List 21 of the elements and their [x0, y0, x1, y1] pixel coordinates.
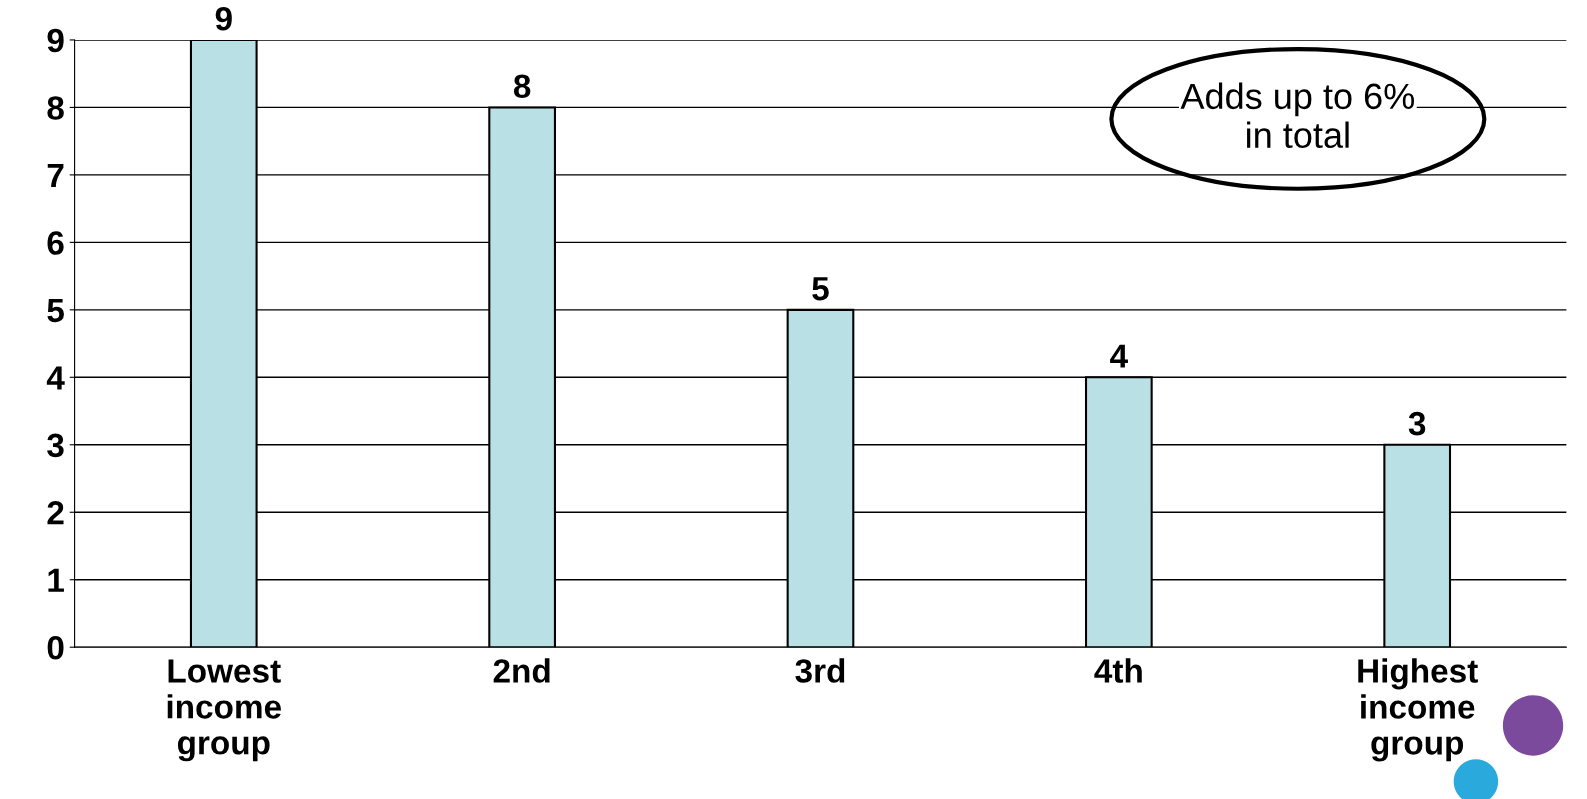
y-tick-label: 2 — [47, 501, 64, 525]
y-tick-label: 1 — [48, 568, 64, 592]
annotation: Adds up to 6% in total — [1180, 82, 1415, 149]
x-tick-label: 3rd — [795, 658, 845, 683]
x-tick-label: Highest income group — [1358, 658, 1478, 762]
data-label: 9 — [215, 6, 232, 31]
y-tick-label: 0 — [47, 635, 64, 660]
y-tick-label: 3 — [47, 433, 64, 458]
y-tick-label: 7 — [47, 164, 64, 187]
data-label: 5 — [812, 277, 829, 301]
y-tick-label: 5 — [47, 298, 64, 323]
y-tick-label: 4 — [46, 366, 65, 390]
x-tick-label: 4th — [1094, 658, 1142, 683]
data-label: 3 — [1408, 411, 1426, 436]
y-tick-label: 8 — [47, 96, 64, 120]
x-tick-label: 2nd — [493, 658, 550, 683]
y-tick-label: 9 — [47, 28, 64, 53]
data-label: 4 — [1110, 344, 1128, 368]
data-label: 8 — [513, 74, 531, 99]
y-tick-label: 6 — [47, 231, 64, 255]
x-tick-label: Lowest income group — [167, 659, 281, 762]
